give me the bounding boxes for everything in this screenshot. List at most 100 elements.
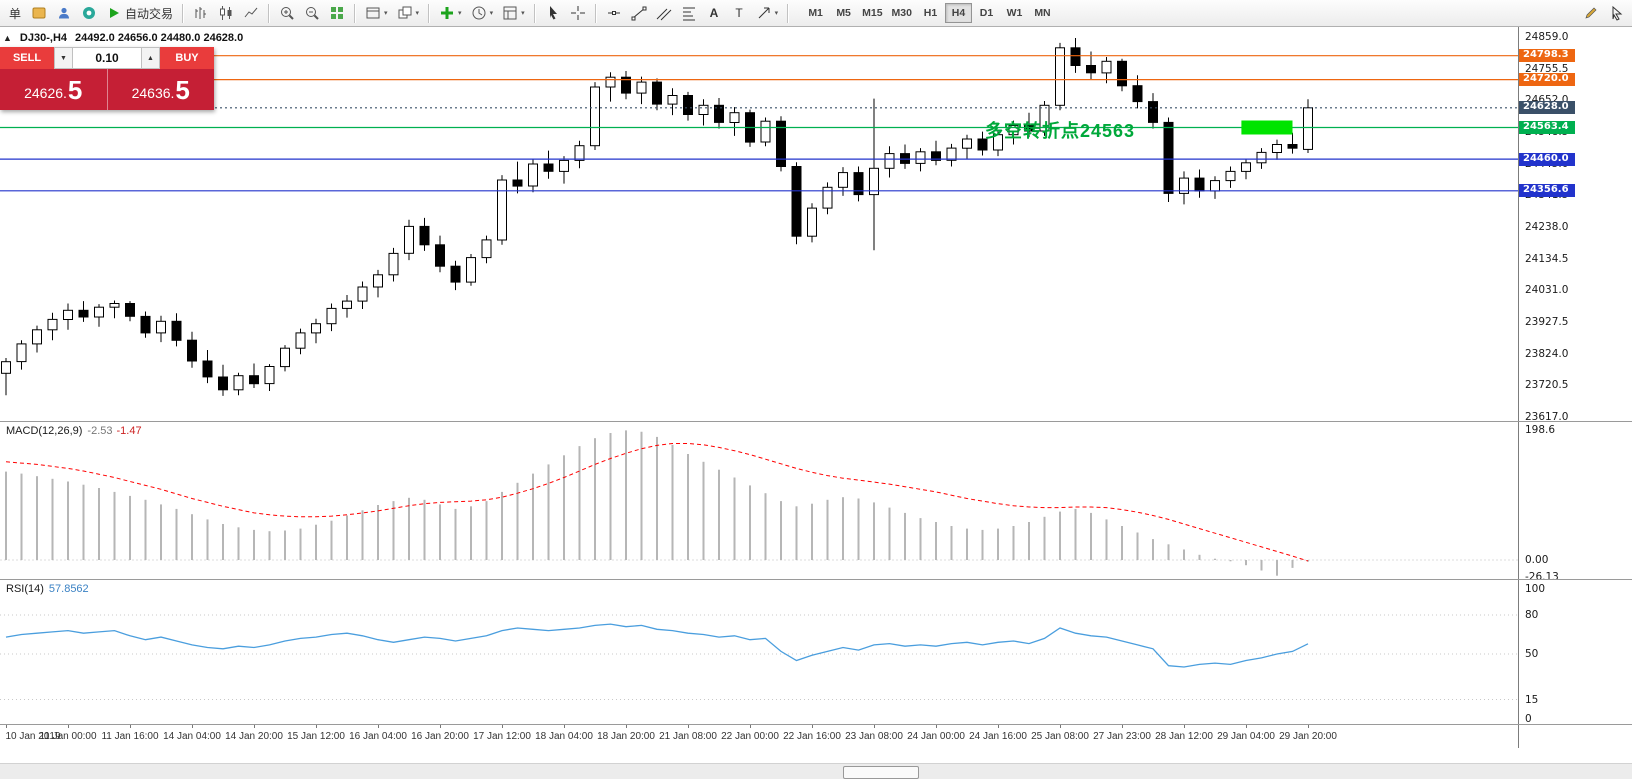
macd-signal-line [5, 443, 1309, 562]
candle-body [156, 320, 166, 334]
fibonacci-button[interactable] [677, 2, 701, 24]
shapes-button[interactable]: ▾ [752, 2, 783, 24]
cursor-button[interactable] [541, 2, 565, 24]
macd-chart [0, 430, 1518, 576]
time-label: 15 Jan 12:00 [287, 731, 345, 742]
pointer-button[interactable] [1604, 2, 1628, 24]
trendline-button[interactable] [627, 2, 651, 24]
main-chart-panel[interactable]: ▲ DJ30-,H4 24492.0 24656.0 24480.0 24628… [0, 27, 1518, 421]
candle-body [776, 120, 786, 167]
candlestick-chart-icon [220, 6, 232, 20]
timeframe-button-w1[interactable]: W1 [1001, 3, 1028, 23]
horizontal-line-button[interactable] [602, 2, 626, 24]
trade-panel-collapse-arrow[interactable]: ▲ [3, 33, 12, 43]
profiles-button[interactable]: ▾ [393, 2, 424, 24]
timeframe-button-h4[interactable]: H4 [944, 3, 972, 23]
macd-axis-label: 0.00 [1525, 554, 1549, 566]
candle-body [1055, 47, 1065, 106]
panel-separator[interactable] [0, 579, 1632, 580]
tile-windows-icon [331, 7, 344, 19]
channel-button[interactable] [652, 2, 676, 24]
candle-body [388, 252, 399, 276]
pencil-button[interactable] [1579, 2, 1603, 24]
price-tick-label: 24859.0 [1525, 31, 1569, 44]
templates-button[interactable]: ▾ [498, 2, 529, 24]
timeframe-button-m5[interactable]: M5 [830, 3, 857, 23]
terminal-button[interactable] [27, 2, 51, 24]
community-icon [83, 7, 95, 19]
buy-price[interactable]: 24636. 5 [108, 69, 215, 110]
one-click-trade-panel: SELL ▼ ▲ BUY 24626.5 24636.5 [0, 47, 214, 110]
candle-body [109, 303, 120, 308]
toolbar-separator [182, 3, 185, 23]
price-axis[interactable]: 24859.024755.524652.024548.524445.024341… [1518, 27, 1632, 748]
new-order-button[interactable]: 单 [4, 2, 26, 24]
candle-body [931, 151, 941, 161]
timeframe-button-m30[interactable]: M30 [888, 3, 916, 23]
volume-input[interactable] [73, 47, 141, 69]
pivot-annotation[interactable]: 多空转折点24563 [985, 121, 1136, 141]
timeframe-button-d1[interactable]: D1 [973, 3, 1000, 23]
time-axis-tick [68, 724, 69, 728]
buy-button[interactable]: BUY [160, 47, 214, 69]
time-axis-tick [998, 724, 999, 728]
profile-button[interactable] [52, 2, 76, 24]
macd-label: MACD(12,26,9) -2.53 -1.47 [6, 425, 142, 437]
pointer-icon [1612, 5, 1623, 21]
volume-increase-button[interactable]: ▲ [141, 47, 160, 69]
candle-body [590, 86, 600, 147]
indicators-button[interactable]: ▾ [435, 2, 466, 24]
timeframe-button-m1[interactable]: M1 [802, 3, 829, 23]
toolbar-separator [787, 3, 790, 23]
zoom-in-button[interactable] [275, 2, 299, 24]
community-button[interactable] [77, 2, 101, 24]
candle-body [698, 104, 709, 116]
tile-windows-button[interactable] [325, 2, 349, 24]
sell-price[interactable]: 24626. 5 [0, 69, 107, 110]
candle-body [1241, 162, 1251, 172]
timeframe-button-m15[interactable]: M15 [858, 3, 886, 23]
volume-decrease-button[interactable]: ▼ [54, 47, 73, 69]
new-window-button[interactable]: ▾ [361, 2, 392, 24]
candle-body [838, 172, 848, 188]
trade-panel-divider [106, 69, 108, 110]
candle-body [1225, 170, 1236, 182]
time-label: 29 Jan 04:00 [1217, 731, 1275, 742]
candle-body [1117, 60, 1127, 87]
time-axis-tick [254, 724, 255, 728]
timeframe-button-mn[interactable]: MN [1029, 3, 1056, 23]
line-chart-button[interactable] [239, 2, 263, 24]
periods-icon [472, 6, 486, 20]
buy-price-pip: 5 [175, 74, 190, 105]
zoom-out-button[interactable] [300, 2, 324, 24]
horizontal-scrollbar[interactable] [0, 763, 1632, 779]
macd-panel[interactable]: MACD(12,26,9) -2.53 -1.47 [0, 421, 1518, 579]
trade-panel-controls: SELL ▼ ▲ BUY [0, 47, 214, 69]
scrollbar-thumb[interactable] [843, 766, 919, 779]
candle-body [404, 225, 414, 254]
autotrading-button[interactable]: 自动交易 [102, 2, 177, 24]
macd-main-value: -2.53 [87, 425, 113, 437]
text-label-button[interactable]: T [727, 2, 751, 24]
periods-button[interactable]: ▾ [467, 2, 498, 24]
time-axis-tick [626, 724, 627, 728]
green-highlight-segment[interactable] [1241, 120, 1293, 135]
rsi-label: RSI(14) 57.8562 [6, 583, 89, 595]
candle-body [187, 339, 197, 362]
bar-chart-button[interactable] [189, 2, 213, 24]
time-axis[interactable]: 10 Jan 2019 11 Jan 00:00 11 Jan 16:00 14 Ja… [0, 724, 1518, 748]
candlestick-chart-button[interactable] [214, 2, 238, 24]
time-label: 11 Jan 16:00 [101, 731, 159, 742]
time-axis-tick [6, 724, 7, 728]
text-button[interactable]: A [702, 2, 726, 24]
macd-signal-value: -1.47 [116, 425, 142, 437]
macd-name: MACD(12,26,9) [6, 425, 83, 437]
rsi-panel[interactable]: RSI(14) 57.8562 [0, 579, 1518, 724]
sell-button[interactable]: SELL [0, 47, 54, 69]
timeframe-button-h1[interactable]: H1 [917, 3, 944, 23]
candle-body [125, 303, 135, 317]
panel-separator[interactable] [0, 421, 1632, 422]
line-chart-icon [244, 7, 258, 18]
chart-symbol-period: DJ30-,H4 [19, 32, 67, 44]
crosshair-button[interactable] [566, 2, 590, 24]
